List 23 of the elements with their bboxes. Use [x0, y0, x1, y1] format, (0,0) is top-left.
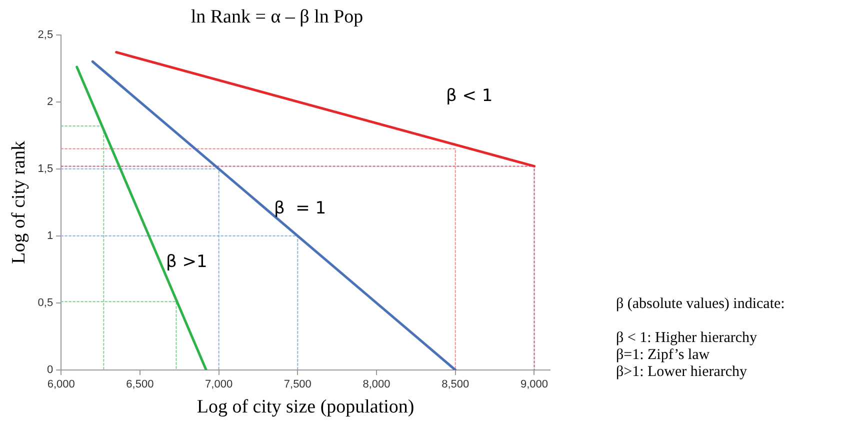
- x-tick-label: 6,000: [47, 378, 75, 391]
- x-tick-label: 6,500: [126, 378, 154, 391]
- text: β < 1: Higher hierarchy: [616, 330, 758, 347]
- y-tick-label: 1,5: [38, 162, 54, 175]
- x-tick-label: 9,000: [520, 378, 548, 391]
- y-tick-label: 2: [46, 96, 54, 108]
- x-tick-label: 8,500: [442, 378, 470, 391]
- x-axis-title: Log of city size (population): [196, 396, 414, 418]
- x-tick-label: 7,500: [284, 378, 312, 391]
- y-tick-label: 1: [46, 230, 54, 242]
- annotation: β >1: [166, 252, 208, 272]
- y-tick-label: 0: [46, 364, 54, 376]
- y-axis-title: Log of city rank: [8, 140, 30, 264]
- x-tick-label: 8,000: [362, 378, 390, 391]
- x-tick-label: 7,000: [205, 378, 233, 391]
- text: β (absolute values) indicate:: [616, 296, 785, 313]
- text: β>1: Lower hierarchy: [616, 364, 748, 381]
- annotation: β < 1: [446, 86, 493, 106]
- chart-title: ln Rank = α – β ln Pop: [190, 6, 364, 28]
- text: β=1: Zipf’s law: [616, 347, 711, 364]
- y-tick-label: 0,5: [38, 296, 54, 309]
- y-tick-label: 2,5: [38, 28, 54, 41]
- annotation: β = 1: [274, 198, 326, 219]
